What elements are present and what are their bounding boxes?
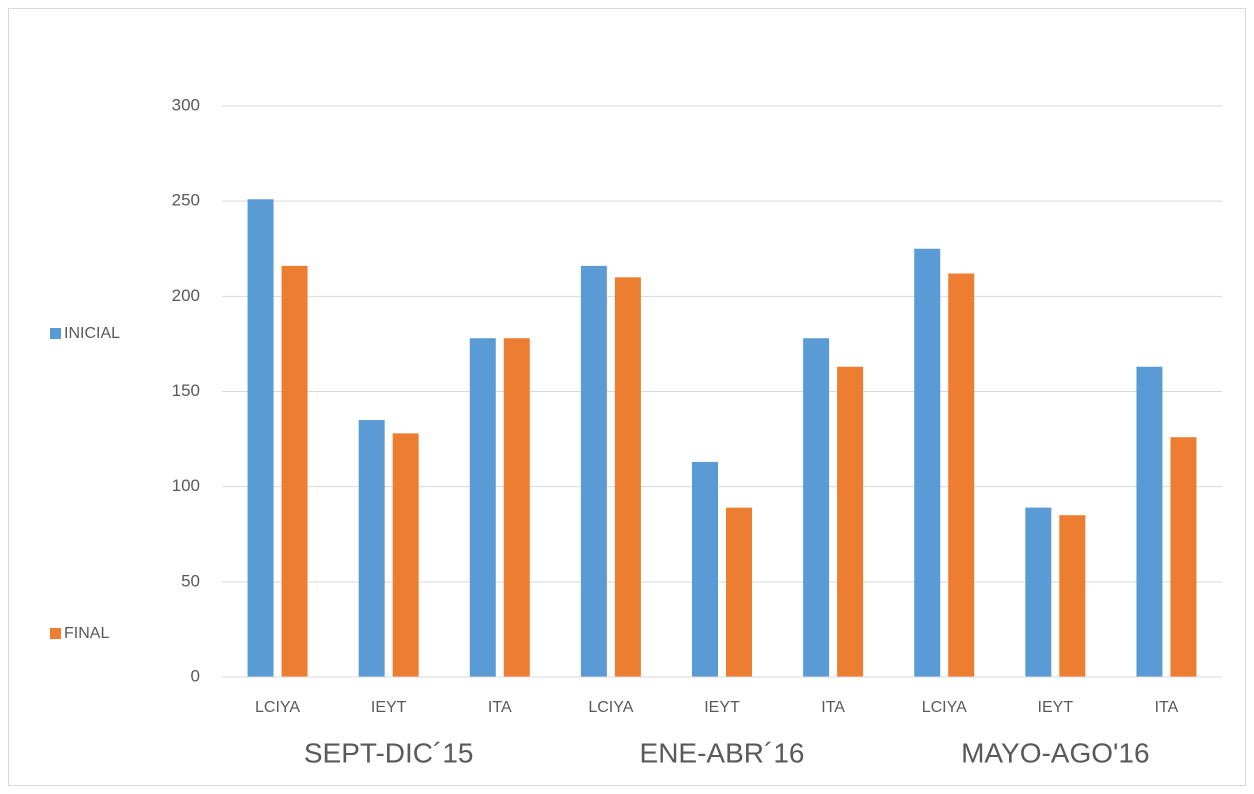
group-label: SEPT-DIC´15 bbox=[304, 737, 474, 768]
bar bbox=[469, 338, 496, 677]
x-tick-label: IEYT bbox=[371, 699, 407, 716]
bar bbox=[358, 420, 385, 677]
y-tick-label: 100 bbox=[172, 476, 200, 495]
x-tick-label: LCIYA bbox=[255, 699, 300, 716]
y-tick-label: 0 bbox=[191, 666, 200, 685]
legend-label: INICIAL bbox=[64, 325, 120, 342]
legend-swatch bbox=[50, 628, 61, 639]
group-label: MAYO-AGO'16 bbox=[961, 737, 1149, 768]
bar bbox=[1059, 515, 1086, 677]
bar bbox=[948, 273, 975, 677]
bar bbox=[914, 248, 941, 677]
bar bbox=[803, 338, 830, 677]
x-tick-label: ITA bbox=[821, 699, 845, 716]
bar bbox=[837, 366, 864, 677]
x-tick-label: ITA bbox=[1155, 699, 1179, 716]
x-tick-label: IEYT bbox=[1038, 699, 1074, 716]
x-tick-label: IEYT bbox=[704, 699, 740, 716]
y-tick-label: 200 bbox=[172, 286, 200, 305]
bar bbox=[503, 338, 530, 677]
x-tick-label: ITA bbox=[488, 699, 512, 716]
y-tick-label: 150 bbox=[172, 381, 200, 400]
legend-label: FINAL bbox=[64, 625, 109, 642]
x-tick-label: LCIYA bbox=[922, 699, 967, 716]
bar bbox=[614, 277, 641, 677]
bar bbox=[1025, 507, 1052, 677]
legend-swatch bbox=[50, 328, 61, 339]
bar bbox=[1136, 366, 1163, 677]
bar bbox=[392, 433, 419, 677]
bar bbox=[692, 461, 718, 677]
y-tick-label: 250 bbox=[172, 191, 200, 210]
y-tick-label: 300 bbox=[172, 95, 200, 114]
bar bbox=[247, 199, 274, 677]
bar bbox=[580, 265, 607, 677]
group-label: ENE-ABR´16 bbox=[640, 737, 805, 768]
bar bbox=[726, 507, 752, 677]
x-tick-label: LCIYA bbox=[588, 699, 633, 716]
bar bbox=[281, 265, 308, 677]
y-tick-label: 50 bbox=[181, 571, 200, 590]
bar bbox=[1170, 437, 1197, 677]
